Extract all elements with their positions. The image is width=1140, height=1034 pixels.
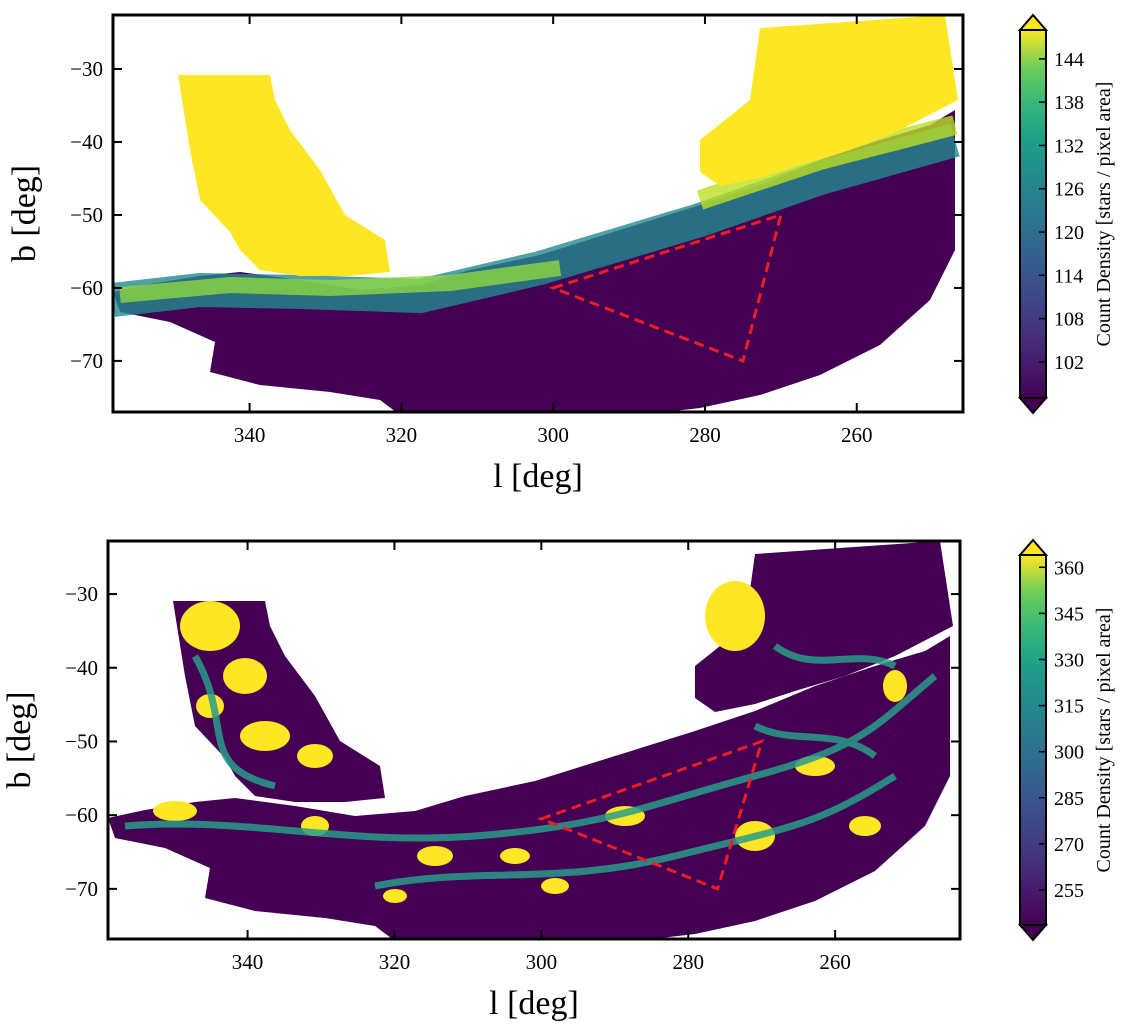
y-axis-label: b [deg] <box>1 691 38 788</box>
colorbar <box>1020 555 1046 925</box>
x-tick-label: 260 <box>841 423 873 447</box>
colorbar-tick-label: 345 <box>1054 603 1084 625</box>
x-tick-label: 280 <box>672 950 704 974</box>
x-axis-label: l [deg] <box>493 458 583 495</box>
axes-frame <box>106 539 962 941</box>
colorbar-tick-label: 114 <box>1054 265 1083 287</box>
colorbar <box>1020 30 1046 398</box>
colorbar-tick-label: 126 <box>1054 179 1084 201</box>
y-tick-label: −70 <box>65 877 98 901</box>
y-axis-label: b [deg] <box>6 165 43 262</box>
y-tick-label: −50 <box>65 729 98 753</box>
region-outline <box>548 212 783 363</box>
x-tick-label: 280 <box>689 423 721 447</box>
colorbar-tick-label: 108 <box>1054 309 1084 331</box>
density-filaments <box>124 643 938 890</box>
colorbar-tick-label: 255 <box>1054 880 1084 902</box>
colorbar-tick-label: 285 <box>1054 788 1084 810</box>
colorbar-extend <box>1017 13 1049 31</box>
region-outline <box>537 739 764 891</box>
colorbar-extend <box>1017 538 1049 556</box>
y-tick-label: −30 <box>70 57 103 81</box>
x-tick-label: 340 <box>234 423 266 447</box>
y-tick-label: −40 <box>65 656 98 680</box>
colorbar-tick-label: 270 <box>1054 834 1084 856</box>
colorbar-tick-label: 132 <box>1054 135 1084 157</box>
x-tick-label: 340 <box>232 950 264 974</box>
map <box>113 15 960 412</box>
colorbar-tick-label: 360 <box>1054 557 1084 579</box>
colorbar-tick-label: 330 <box>1054 649 1084 671</box>
map-shapes <box>108 541 953 939</box>
y-tick-label: −30 <box>65 582 98 606</box>
x-tick-label: 300 <box>537 423 569 447</box>
density-band <box>696 115 958 210</box>
colorbar-frame <box>1019 29 1047 399</box>
density-band <box>119 260 562 303</box>
colorbar-tick-label: 102 <box>1054 352 1084 374</box>
y-tick-label: −70 <box>70 349 103 373</box>
colorbar-tick-label: 120 <box>1054 222 1084 244</box>
colorbar-frame <box>1019 554 1047 926</box>
axes-frame <box>111 13 965 414</box>
density-blobs <box>153 581 907 903</box>
colorbar-extend <box>1017 397 1049 415</box>
colorbar-tick-label: 300 <box>1054 742 1084 764</box>
x-tick-label: 260 <box>819 950 851 974</box>
y-tick-label: −60 <box>70 276 103 300</box>
colorbar-extend <box>1017 924 1049 942</box>
x-tick-label: 300 <box>526 950 558 974</box>
colorbar-tick-label: 315 <box>1054 696 1084 718</box>
y-tick-label: −50 <box>70 203 103 227</box>
lobe-fill <box>178 75 390 276</box>
x-tick-label: 320 <box>379 950 411 974</box>
x-tick-label: 320 <box>386 423 418 447</box>
x-axis-label: l [deg] <box>489 985 579 1022</box>
colorbar-label: Count Density [stars / pixel area] <box>1093 82 1115 347</box>
y-tick-label: −40 <box>70 130 103 154</box>
map <box>108 541 953 939</box>
colorbar-label: Count Density [stars / pixel area] <box>1093 608 1115 873</box>
colorbar-tick-label: 138 <box>1054 92 1084 114</box>
colorbar-tick-label: 144 <box>1054 49 1084 71</box>
y-tick-label: −60 <box>65 803 98 827</box>
